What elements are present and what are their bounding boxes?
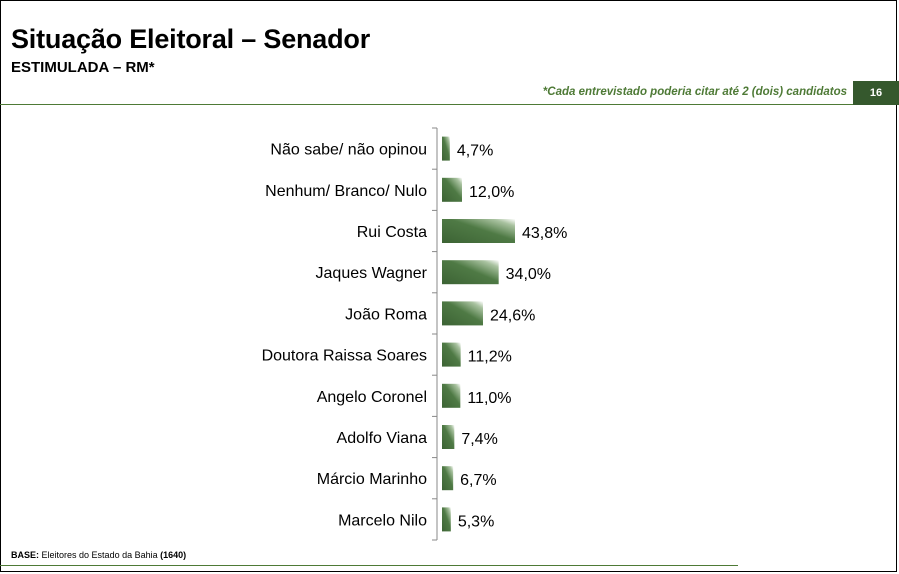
category-label: Rui Costa bbox=[357, 224, 427, 241]
bar bbox=[442, 383, 461, 408]
category-label: Adolfo Viana bbox=[337, 430, 428, 447]
category-label: Angelo Coronel bbox=[317, 389, 427, 406]
value-label: 7,4% bbox=[461, 431, 497, 448]
value-label: 34,0% bbox=[506, 266, 551, 283]
bar bbox=[442, 342, 461, 367]
value-label: 12,0% bbox=[469, 184, 514, 201]
category-label: Não sabe/ não opinou bbox=[270, 142, 427, 159]
category-label: Márcio Marinho bbox=[317, 471, 427, 488]
base-text: Eleitores do Estado da Bahia bbox=[41, 550, 158, 560]
bar bbox=[442, 177, 462, 202]
category-label: João Roma bbox=[345, 306, 427, 323]
value-label: 5,3% bbox=[458, 513, 494, 530]
bar bbox=[442, 425, 455, 449]
bar bbox=[442, 136, 450, 161]
value-label: 24,6% bbox=[490, 307, 535, 324]
value-label: 43,8% bbox=[522, 225, 567, 242]
footer-divider bbox=[0, 565, 738, 566]
category-label: Marcelo Nilo bbox=[338, 512, 427, 529]
bar bbox=[442, 466, 454, 491]
category-label: Nenhum/ Branco/ Nulo bbox=[265, 183, 427, 200]
page-title: Situação Eleitoral – Senador bbox=[11, 24, 371, 54]
value-label: 11,2% bbox=[468, 349, 512, 366]
category-label: Jaques Wagner bbox=[316, 265, 428, 282]
value-label: 4,7% bbox=[457, 143, 493, 160]
bar bbox=[442, 219, 515, 243]
category-label: Doutora Raissa Soares bbox=[262, 348, 427, 365]
value-label: 11,0% bbox=[467, 390, 511, 407]
base-label: BASE: bbox=[11, 550, 40, 560]
header-divider bbox=[0, 104, 853, 105]
bar bbox=[442, 301, 483, 326]
base-note: BASE: Eleitores do Estado da Bahia (1640… bbox=[11, 550, 186, 560]
page-number-badge: 16 bbox=[853, 81, 899, 105]
footnote-note: *Cada entrevistado poderia citar até 2 (… bbox=[542, 86, 847, 98]
value-label: 6,7% bbox=[460, 472, 496, 489]
page-subtitle: ESTIMULADA – RM* bbox=[11, 59, 155, 76]
base-n: (1640) bbox=[160, 550, 187, 560]
bar bbox=[442, 507, 451, 532]
bar bbox=[442, 260, 499, 285]
